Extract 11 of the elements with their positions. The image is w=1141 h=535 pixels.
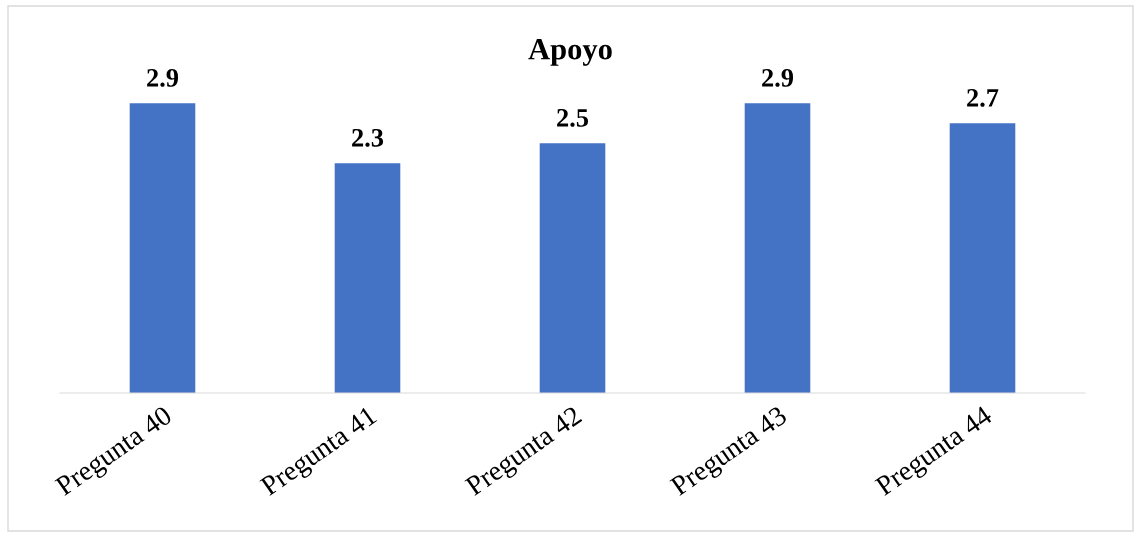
bar (949, 123, 1016, 393)
data-label: 2.3 (352, 128, 384, 147)
data-label: 2.7 (967, 88, 999, 107)
chart-title: Apoyo (528, 39, 612, 66)
bar (334, 163, 401, 393)
data-label: 2.9 (762, 68, 794, 87)
bar (129, 103, 196, 393)
bar (744, 103, 811, 393)
data-label: 2.5 (557, 108, 589, 127)
data-label: 2.9 (147, 68, 179, 87)
bar (539, 143, 606, 393)
